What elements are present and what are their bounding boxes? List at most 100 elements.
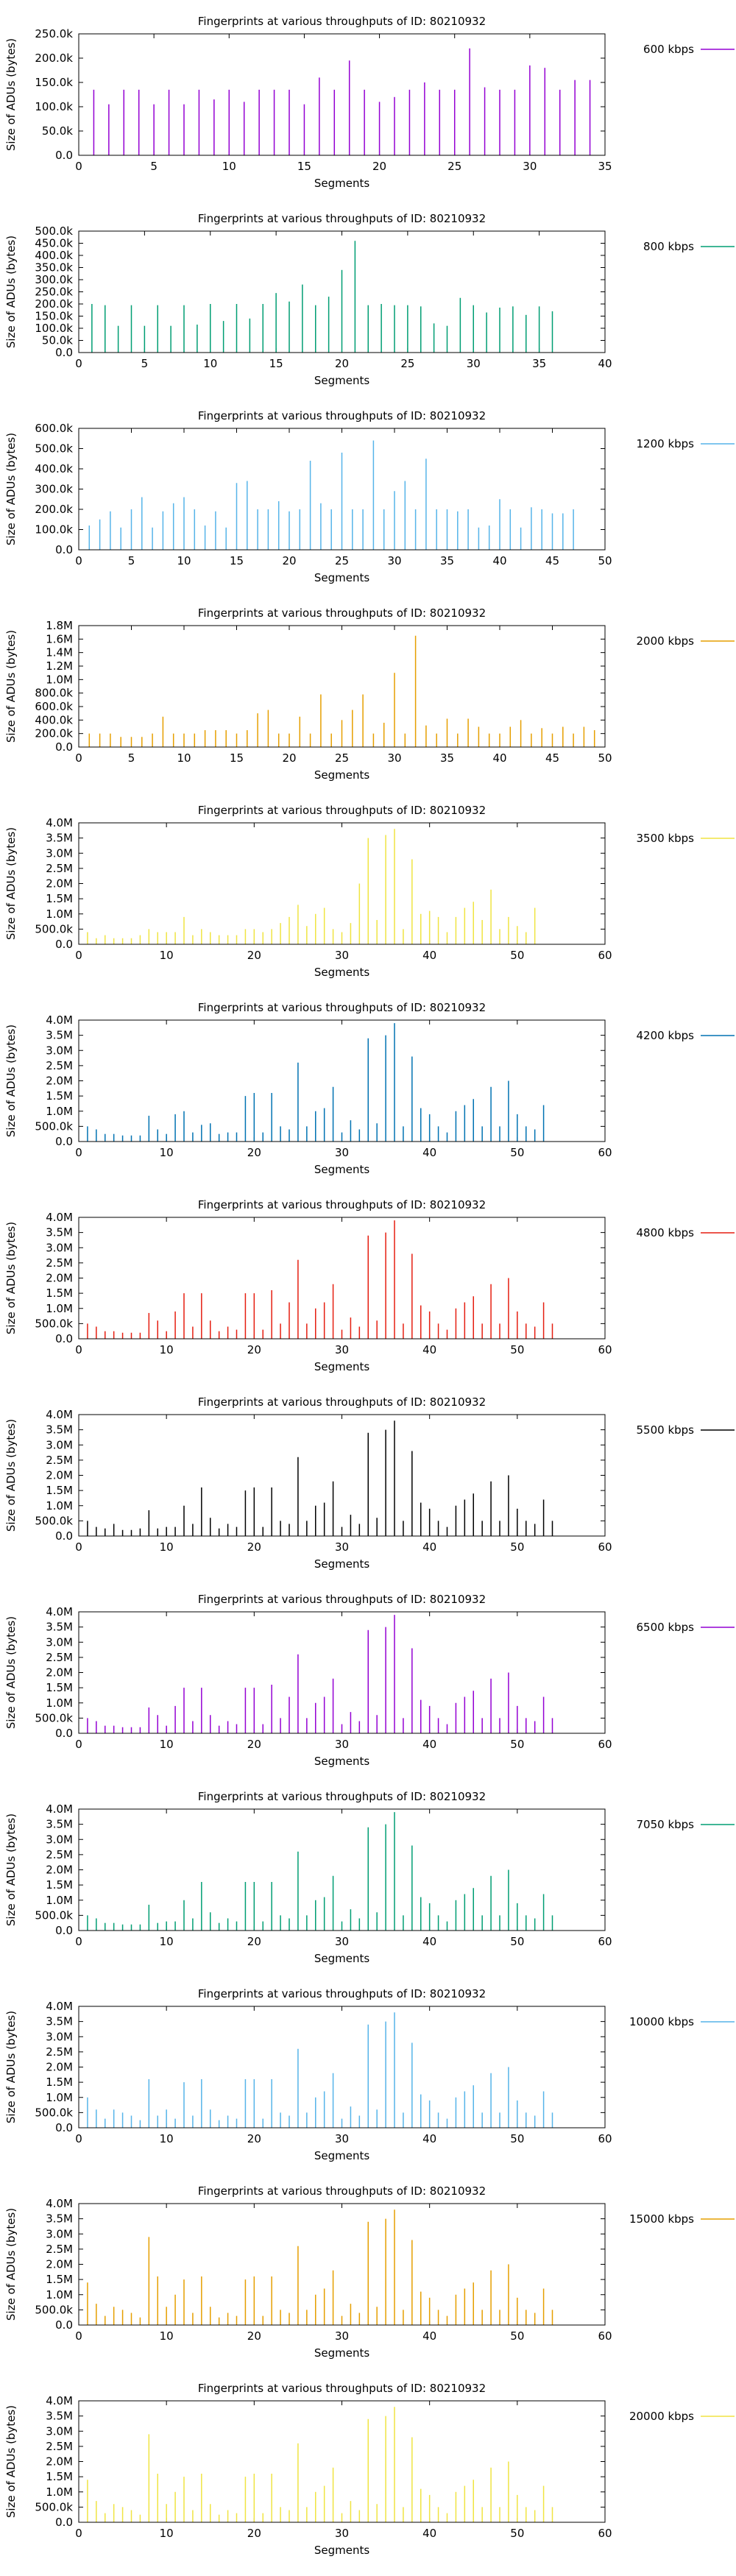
x-tick-label: 20 [282,554,296,567]
y-tick-label: 4.0M [46,816,73,829]
chart-panel: Fingerprints at various throughputs of I… [4,2382,735,2557]
x-tick-label: 10 [160,1738,174,1751]
y-tick-label: 500.0k [35,2500,73,2513]
legend-label: 15000 kbps [629,2212,694,2226]
y-tick-label: 4.0M [46,1211,73,1224]
x-tick-label: 15 [230,554,244,567]
x-tick-label: 15 [269,357,283,370]
y-tick-label: 500.0k [35,1711,73,1724]
y-axis-label: Size of ADUs (bytes) [4,2011,18,2123]
y-tick-label: 150.0k [35,76,73,89]
x-tick-label: 50 [510,1540,524,1554]
x-tick-label: 0 [75,2132,82,2145]
x-tick-label: 45 [545,554,559,567]
plot-frame [78,2203,606,2326]
y-tick-label: 800.0k [35,687,73,700]
y-tick-label: 0.0 [55,2516,73,2529]
y-tick-label: 200.0k [35,297,73,311]
y-tick-label: 500.0k [35,2106,73,2119]
y-tick-label: 1.2M [46,659,73,673]
y-tick-label: 500.0k [35,2303,73,2316]
y-tick-label: 2.5M [46,2045,73,2059]
y-tick-label: 4.0M [46,1802,73,1816]
x-tick-label: 30 [335,2132,349,2145]
x-tick-label: 20 [282,751,296,765]
y-tick-label: 1.5M [46,1287,73,1300]
chart-panel: Fingerprints at various throughputs of I… [4,606,735,782]
x-tick-label: 20 [247,1738,261,1751]
chart-title: Fingerprints at various throughputs of I… [198,212,486,225]
y-axis-label: Size of ADUs (bytes) [4,2208,18,2321]
y-tick-label: 1.4M [46,646,73,659]
y-tick-label: 400.0k [35,462,73,475]
x-tick-label: 0 [75,949,82,962]
y-tick-label: 3.0M [46,2227,73,2240]
chart-panel: Fingerprints at various throughputs of I… [4,804,735,979]
x-tick-label: 40 [422,2527,436,2540]
plot-frame [78,230,606,353]
x-tick-label: 30 [335,1343,349,1356]
x-tick-label: 10 [160,1935,174,1948]
legend-label: 1200 kbps [637,437,695,450]
y-tick-label: 250.0k [35,286,73,299]
y-tick-label: 2.5M [46,2440,73,2453]
plot-frame [78,625,606,748]
y-tick-label: 1.5M [46,892,73,905]
x-tick-label: 30 [335,1935,349,1948]
chart-title: Fingerprints at various throughputs of I… [198,606,486,620]
chart-panel: Fingerprints at various throughputs of I… [4,1593,735,1768]
y-axis-label: Size of ADUs (bytes) [4,1814,18,1926]
plot-frame [78,822,606,945]
legend-label: 10000 kbps [629,2015,694,2028]
y-tick-label: 1.0M [46,1105,73,1118]
chart-title: Fingerprints at various throughputs of I… [198,2184,486,2198]
chart-panel: Fingerprints at various throughputs of I… [4,1198,735,1373]
y-tick-label: 1.5M [46,1089,73,1103]
x-tick-label: 10 [222,160,236,173]
x-tick-label: 30 [523,160,537,173]
x-tick-label: 30 [335,2329,349,2343]
x-tick-label: 20 [335,357,349,370]
x-tick-label: 10 [160,1343,174,1356]
y-tick-label: 4.0M [46,1605,73,1618]
y-tick-label: 1.5M [46,2273,73,2286]
y-tick-label: 200.0k [35,727,73,740]
x-tick-label: 35 [532,357,546,370]
x-tick-label: 30 [335,2527,349,2540]
y-tick-label: 3.5M [46,1621,73,1634]
x-tick-label: 5 [128,554,135,567]
x-tick-label: 35 [598,160,612,173]
y-tick-label: 4.0M [46,1013,73,1027]
y-tick-label: 1.6M [46,632,73,645]
y-tick-label: 1.5M [46,1484,73,1497]
y-tick-label: 2.5M [46,862,73,875]
y-tick-label: 2.0M [46,1864,73,1877]
y-tick-label: 0.0 [55,1529,73,1543]
legend-label: 2000 kbps [637,634,695,648]
y-tick-label: 2.0M [46,1469,73,1482]
x-tick-label: 30 [467,357,481,370]
y-tick-label: 0.0 [55,346,73,359]
y-tick-label: 500.0k [35,1317,73,1330]
y-tick-label: 450.0k [35,237,73,250]
x-axis-label: Segments [314,1557,370,1571]
chart-title: Fingerprints at various throughputs of I… [198,409,486,422]
x-tick-label: 20 [372,160,386,173]
y-tick-label: 3.5M [46,2212,73,2226]
x-tick-label: 60 [598,1540,612,1554]
y-tick-label: 0.0 [55,1135,73,1148]
y-tick-label: 2.0M [46,2258,73,2271]
y-tick-label: 500.0k [35,1514,73,1527]
legend-label: 6500 kbps [637,1621,695,1634]
x-tick-label: 0 [75,2329,82,2343]
y-tick-label: 100.0k [35,523,73,537]
x-axis-label: Segments [314,2346,370,2360]
x-tick-label: 60 [598,1738,612,1751]
y-tick-label: 1.5M [46,2470,73,2483]
x-tick-label: 0 [75,1935,82,1948]
x-tick-label: 50 [510,2527,524,2540]
y-tick-label: 400.0k [35,249,73,262]
x-tick-label: 5 [150,160,158,173]
y-tick-label: 2.5M [46,2243,73,2256]
